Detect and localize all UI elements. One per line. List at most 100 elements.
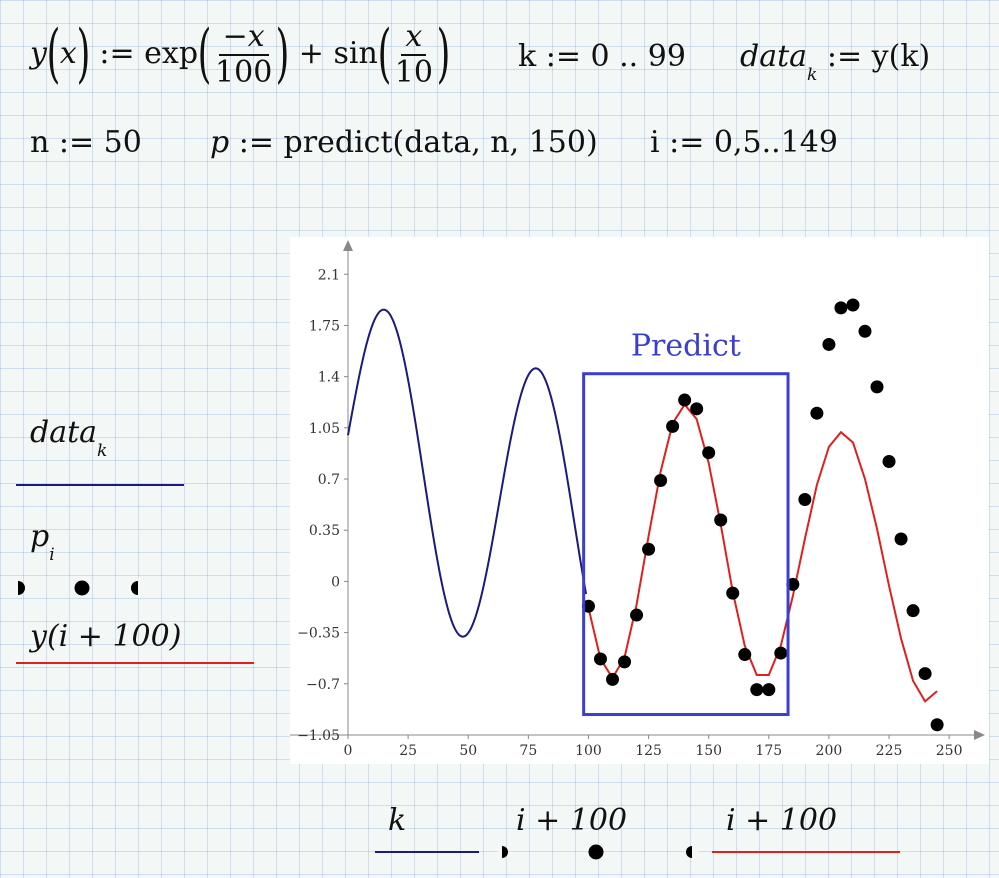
legend-p-marker-right — [131, 581, 140, 595]
sin-denominator: 10 — [394, 55, 433, 90]
legend-y-label[interactable]: y(i + 100) — [30, 622, 181, 652]
x-tick-label: 0 — [344, 743, 353, 759]
legend-data-line — [16, 484, 184, 486]
p-rhs: := predict(data, n, 150) — [238, 125, 598, 160]
x-tick-label: 25 — [399, 743, 417, 759]
exp-denominator: 100 — [215, 55, 273, 90]
x-tick-label: 250 — [936, 743, 963, 759]
left-paren: ( — [46, 17, 61, 92]
exp-fraction: −x 100 — [211, 22, 276, 88]
prediction-point — [930, 718, 944, 732]
prediction-point — [762, 683, 776, 697]
prediction-point — [654, 473, 668, 487]
prediction-point — [918, 667, 932, 681]
data-rhs: := y(k) — [826, 39, 931, 74]
prediction-point — [726, 586, 740, 600]
y-tick-label: 1.05 — [309, 421, 340, 437]
y-tick-label: 0.7 — [318, 472, 340, 488]
y-tick-label: −0.7 — [306, 677, 340, 693]
legend-p-marker-sample — [10, 578, 140, 598]
y-tick-label: 1.75 — [309, 318, 340, 334]
data-definition[interactable]: datak := y(k) — [740, 39, 931, 84]
data-name: data — [740, 39, 808, 74]
predict-annotation-box — [582, 372, 790, 717]
x-label-marker-center — [588, 844, 604, 860]
definition-row-1: y(x) := exp(−x 100) + sin(x 10) — [30, 22, 450, 88]
legend-data-subscript: k — [97, 441, 108, 461]
x-tick-label: 75 — [519, 743, 537, 759]
left-paren: ( — [377, 17, 392, 92]
y-tick-label: −0.35 — [297, 626, 340, 642]
x-label-i1-markers — [498, 842, 698, 862]
n-definition-text: n := 50 — [30, 125, 142, 160]
prediction-point — [738, 648, 752, 662]
prediction-point — [581, 599, 595, 613]
right-paren: ) — [76, 17, 91, 92]
prediction-point — [750, 683, 764, 697]
x-label-k[interactable]: k — [388, 806, 406, 836]
legend-y-text: y(i + 100) — [30, 619, 182, 654]
x-label-i1[interactable]: i + 100 — [516, 806, 627, 836]
x-label-i1-text: i + 100 — [516, 803, 628, 838]
legend-p-label[interactable]: pi — [30, 519, 55, 564]
plus-operator: + — [298, 36, 324, 71]
k-definition[interactable]: k := 0 .. 99 — [518, 42, 686, 72]
y-tick-label: −1.05 — [297, 728, 340, 744]
prediction-point — [618, 655, 632, 669]
prediction-point — [906, 604, 920, 618]
predict-annotation-label: Predict — [631, 329, 741, 364]
prediction-point — [834, 301, 848, 315]
prediction-point — [882, 454, 896, 468]
plot-area[interactable]: 2.1 1.75 1.4 1.05 0.7 0.35 0 −0.35 −0.7 −1.05 0 25 5… — [290, 237, 989, 764]
k-definition-text: k := 0 .. 99 — [518, 39, 686, 74]
prediction-point — [702, 446, 716, 460]
prediction-point — [678, 393, 692, 407]
prediction-point — [810, 406, 824, 420]
y-tick-label: 2.1 — [318, 267, 340, 283]
sin-fraction: x 10 — [391, 22, 437, 88]
x-label-i2-line — [712, 851, 900, 853]
prediction-point — [786, 577, 800, 591]
prediction-point — [690, 402, 704, 416]
y-function-name: y — [30, 36, 47, 71]
prediction-point — [593, 652, 607, 666]
legend-p-marker-center — [74, 580, 90, 596]
prediction-point — [606, 672, 620, 686]
legend-data-label[interactable]: datak — [30, 418, 107, 460]
series-data-k-line — [347, 308, 588, 638]
n-definition[interactable]: n := 50 — [30, 128, 142, 158]
x-tick-label: 200 — [816, 743, 843, 759]
legend-p-subscript: i — [49, 545, 55, 565]
y-function-arg: x — [59, 36, 77, 71]
p-definition[interactable]: p := predict(data, n, 150) — [210, 128, 598, 158]
sin-numerator: x — [401, 22, 427, 56]
x-tick-label: 125 — [635, 743, 662, 759]
x-tick-label: 50 — [459, 743, 477, 759]
prediction-point — [774, 646, 788, 660]
prediction-point — [642, 542, 656, 556]
prediction-point — [846, 298, 860, 312]
left-paren: ( — [197, 17, 212, 92]
right-paren: ) — [275, 17, 290, 92]
prediction-point — [714, 513, 728, 527]
x-label-i2[interactable]: i + 100 — [726, 806, 837, 836]
x-label-k-text: k — [388, 803, 407, 838]
x-tick-label: 175 — [755, 743, 782, 759]
p-name: p — [210, 125, 230, 160]
legend-p-name: p — [30, 519, 50, 554]
y-tick-label: 1.4 — [318, 370, 340, 386]
chart-svg: 2.11.751.41.050.70.350−0.35−0.7−1.050 25 5… — [290, 240, 985, 759]
i-definition-text: i := 0,5..149 — [650, 125, 838, 160]
x-axis-arrow — [974, 730, 985, 740]
i-definition[interactable]: i := 0,5..149 — [650, 128, 838, 158]
y-tick-label: 0 — [331, 574, 340, 590]
sin-function: sin — [333, 36, 378, 71]
x-tick-label: 100 — [575, 743, 602, 759]
prediction-point — [798, 493, 812, 507]
exp-function: exp — [144, 36, 199, 71]
x-label-i2-text: i + 100 — [726, 803, 838, 838]
prediction-point — [822, 337, 836, 351]
legend-y-line — [16, 662, 254, 664]
prediction-point — [630, 608, 644, 622]
x-tick-label: 150 — [695, 743, 722, 759]
